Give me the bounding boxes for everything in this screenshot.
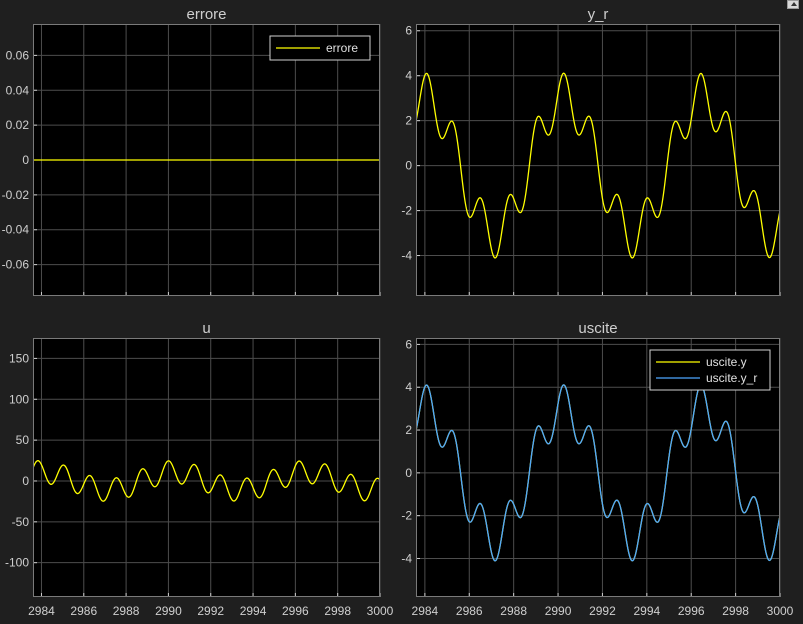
y-tick-label: -0.02 [2,188,30,202]
axes-border [33,338,380,597]
y-tick-label: -2 [401,204,412,218]
y-tick-label: 0 [22,153,29,167]
y-tick-label: 4 [405,380,412,394]
axes-border [416,24,780,296]
y-tick-label: 100 [9,392,29,406]
plot-area [33,338,380,597]
y-tick-label: 6 [405,337,412,351]
x-tick-label: 2990 [155,604,182,618]
x-tick-label: 2992 [589,604,616,618]
x-tick-label: 2988 [500,604,527,618]
y-tick-label: -0.06 [2,258,30,272]
axes-border [33,24,380,296]
x-tick-label: 2984 [412,604,439,618]
x-tick-label: 2990 [545,604,572,618]
series-line-u [33,460,380,502]
axes-uscite: 2984 2986 2988 2990 2992 2994 2996 2998 3000 -4 -2… [401,320,793,618]
x-tick-label: 2986 [456,604,483,618]
y-tick-label: 4 [405,69,412,83]
legend-box [649,349,771,391]
x-tick-label: 2994 [240,604,267,618]
y-tick-label: 0 [405,466,412,480]
axes-y-r: -4 -2 0 2 4 6 y_r [401,6,781,296]
axes-u: 2984 2986 2988 2990 2992 2994 2996 2998 3000 -100… [5,320,394,618]
y-tick-label: 0.04 [6,83,30,97]
x-tick-label: 3000 [767,604,794,618]
y-tick-label: 2 [405,114,412,128]
y-tick-label: 6 [405,24,412,38]
legend: uscite.y uscite.y_r [649,349,771,391]
legend-label: uscite.y_r [706,371,757,385]
axes-title: uscite [578,320,617,337]
y-tick-label: 0.06 [6,48,30,62]
x-tick-label: 2986 [70,604,97,618]
x-tick-label: 2998 [722,604,749,618]
legend-label: uscite.y [706,355,747,369]
y-tick-label: -2 [401,509,412,523]
series-line-uscite-y-r [416,384,780,562]
y-tick-label: 0.02 [6,118,30,132]
x-tick-label: 2996 [282,604,309,618]
axes-title: u [202,320,210,337]
y-tick-label: 0 [22,474,29,488]
x-tick-label: 2998 [324,604,351,618]
axes-border [416,338,780,597]
y-tick-label: -100 [5,556,29,570]
y-tick-label: 50 [16,433,30,447]
legend: errore [269,35,371,61]
x-tick-label: 2984 [28,604,55,618]
y-tick-label: -0.04 [2,223,30,237]
y-tick-label: -4 [401,551,412,565]
y-tick-label: -50 [12,515,30,529]
y-tick-label: 2 [405,423,412,437]
x-tick-label: 3000 [367,604,394,618]
x-tick-label: 2992 [197,604,224,618]
x-tick-label: 2996 [678,604,705,618]
y-tick-label: -4 [401,249,412,263]
axes-errore: -0.06 -0.04 -0.02 0 0.02 0.04 0.06 errore errore [2,6,381,296]
series-line-y-r [416,72,780,259]
legend-label: errore [326,41,358,55]
x-tick-label: 2994 [633,604,660,618]
y-tick-label: 150 [9,351,29,365]
undock-figure-button[interactable] [787,0,799,9]
axes-title: errore [186,6,226,23]
y-tick-label: 0 [405,159,412,173]
axes-title: y_r [588,6,609,23]
x-tick-label: 2988 [113,604,140,618]
